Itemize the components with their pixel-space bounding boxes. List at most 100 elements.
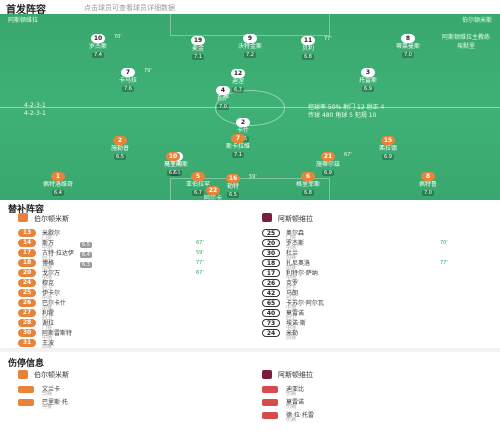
player-card[interactable]: 15 弗拉德 6.9 — [360, 136, 416, 160]
injury-reason: 伤病 — [286, 391, 297, 397]
sub-number-badge: 24 — [262, 329, 280, 337]
substitution-time: 79' — [144, 68, 152, 74]
bench-home-team: 伯尔顿米斯 — [34, 215, 69, 223]
player-card[interactable]: 19 麦金 7.1 — [170, 36, 226, 60]
player-card[interactable]: 6 格里菲斯 6.8 — [280, 172, 336, 196]
sub-number-badge: 20 — [262, 239, 280, 247]
sub-position: 后卫 — [42, 315, 53, 321]
sub-row[interactable]: 42 马朗 后卫 — [262, 288, 500, 301]
sub-row[interactable]: 24 米勒 前锋 — [262, 328, 500, 341]
player-card[interactable]: 12 迪涅 6.7 — [210, 69, 266, 93]
player-card[interactable]: 10 罗杰斯 7.4 70' — [70, 34, 126, 58]
player-name: 贝利 — [301, 45, 314, 52]
sub-number-badge: 73 — [262, 319, 280, 327]
sub-row[interactable]: 25 伊卡尔 中场 — [18, 288, 258, 301]
sub-row[interactable]: 13 米歇尔 门将 — [18, 228, 258, 241]
sub-number-badge: 30 — [18, 329, 36, 337]
sub-rating: 6.3 — [80, 262, 92, 268]
player-number: 2 — [113, 136, 127, 145]
injury-row[interactable]: 莫雷诺 伤病 — [262, 397, 500, 410]
sub-row[interactable]: 26 巴尔卡什 前锋 — [18, 298, 258, 311]
injury-row[interactable]: 德·拉·托雷 伤病 — [262, 410, 500, 423]
player-card[interactable]: 5 亚伯拉罕 6.7 — [170, 172, 226, 196]
sub-number-badge: 42 — [262, 289, 280, 297]
sub-name: 米歇尔 — [42, 230, 61, 237]
player-card[interactable]: 3 托雷斯 6.9 — [340, 68, 396, 92]
injury-row[interactable]: 迪亚比 伤病 — [262, 384, 500, 397]
player-rating: 6.9 — [322, 170, 334, 176]
sub-number-badge: 14 — [18, 239, 36, 247]
sub-row[interactable]: 24 穆克 后卫 — [18, 278, 258, 291]
player-card[interactable]: 8 佩特鲁 7.0 — [400, 172, 456, 196]
injury-row[interactable]: 巴里斯·托 停赛 — [18, 397, 258, 410]
injury-player-name: 莫雷诺 — [286, 399, 305, 406]
sub-row[interactable]: 30 杜兰 前锋 — [262, 248, 500, 261]
sub-row[interactable]: 28 谢拉 门将 — [18, 318, 258, 331]
player-card[interactable]: 7 斯卡拉维 7.1 — [210, 134, 266, 158]
sub-row[interactable]: 20 罗杰斯 中场 70' — [262, 238, 500, 251]
player-card[interactable]: 1 佩特洛维奇 6.4 — [30, 172, 86, 196]
player-card[interactable]: 16 勒特 6.5 59' — [205, 174, 261, 198]
player-card[interactable]: 7 卡马拉 7.6 79' — [100, 68, 156, 92]
sub-row[interactable]: 25 奥尔森 门将 — [262, 228, 500, 241]
player-name: 佩特鲁 — [418, 181, 437, 188]
player-card[interactable]: 2 施勒普 6.5 — [92, 136, 148, 160]
sub-number-badge: 31 — [18, 339, 36, 347]
player-card[interactable]: 10 莫里斯 6.6 — [145, 152, 201, 176]
sub-row[interactable]: 20 戈尔万 中场 67' — [18, 268, 258, 281]
sub-row[interactable]: 18 扎尼奥洛 前锋 77' — [262, 258, 500, 271]
player-name: 阿尔卡 — [203, 195, 222, 200]
sub-number-badge: 17 — [262, 269, 280, 277]
home-team-logo — [18, 213, 28, 222]
sub-position: 后卫 — [286, 285, 297, 291]
sub-row[interactable]: 26 克罗 后卫 — [262, 278, 500, 291]
substitution-time: 67' — [344, 152, 352, 158]
player-card[interactable]: 11 贝利 6.8 77' — [280, 36, 336, 60]
player-rating: 7.1 — [192, 54, 204, 60]
player-card[interactable]: 21 施蒂尔兹 6.9 67' — [300, 152, 356, 176]
player-name: 沃特金斯 — [237, 43, 262, 50]
sub-row[interactable]: 14 斯万 中场 6.5 67' — [18, 238, 258, 251]
sub-row[interactable]: 40 莫雷诺 后卫 — [262, 308, 500, 321]
injury-player-name: 文兰卡 — [42, 386, 61, 393]
section-title: 首发阵容 — [6, 5, 46, 16]
player-rating: 7.3 — [170, 170, 182, 176]
player-rating: 7.0 — [402, 52, 414, 58]
away-team-name: 阿斯顿维拉 — [8, 17, 39, 24]
sub-row[interactable]: 65 卡苏尔·阿尔瓦 中场 — [262, 298, 500, 311]
away-team-logo — [262, 213, 272, 222]
sub-name: 古特·拉达伊 — [42, 250, 74, 257]
sub-position: 前锋 — [286, 335, 297, 341]
sub-number-badge: 25 — [262, 229, 280, 237]
injury-title: 伤停信息 — [8, 359, 45, 369]
player-number: 10 — [166, 152, 180, 161]
player-number: 15 — [381, 136, 395, 145]
sub-row[interactable]: 30 阿斯雷斯特 中场 — [18, 328, 258, 341]
player-name: 卡什 — [236, 127, 249, 134]
sub-row[interactable]: 73 埃诺·斯 中场 — [262, 318, 500, 331]
match-stat-line-2: 传球 480 角球 5 犯规 10 — [308, 112, 377, 119]
substitution-time: 70' — [114, 34, 122, 40]
player-card[interactable]: 9 沃特金斯 7.2 — [222, 34, 278, 58]
substitution-time: 77' — [324, 36, 332, 42]
sub-number-badge: 24 — [18, 279, 36, 287]
home-team-name: 伯尔顿米斯 — [461, 17, 492, 24]
sub-row[interactable]: 18 博格 前锋 6.3 77' — [18, 258, 258, 271]
sub-name: 穆克 — [42, 280, 55, 287]
injury-row[interactable]: 文兰卡 伤病 — [18, 384, 258, 397]
sub-position: 中场 — [42, 245, 53, 251]
sub-position: 中场 — [42, 295, 53, 301]
player-number: 5 — [191, 172, 205, 181]
sub-in-time: 67' — [196, 240, 204, 246]
player-card[interactable]: 22阿尔卡7.3 — [185, 186, 241, 200]
sub-row[interactable]: 17 古特·拉达伊 后卫 6.4 59' — [18, 248, 258, 261]
player-rating: 6.9 — [362, 86, 374, 92]
sub-row[interactable]: 27 利霍 后卫 — [18, 308, 258, 321]
player-name: 蒂莱曼斯 — [395, 43, 420, 50]
sub-in-time: 77' — [440, 260, 448, 266]
injury-icon — [262, 399, 278, 406]
section-header-lineup: 首发阵容 点击球员可查看球员详细数据 — [0, 0, 500, 16]
player-card[interactable]: 8 蒂莱曼斯 7.0 — [380, 34, 436, 58]
sub-row[interactable]: 17 利特尔·萨纳 中场 — [262, 268, 500, 281]
player-card[interactable]: 4 孔萨 7.0 — [195, 86, 251, 110]
